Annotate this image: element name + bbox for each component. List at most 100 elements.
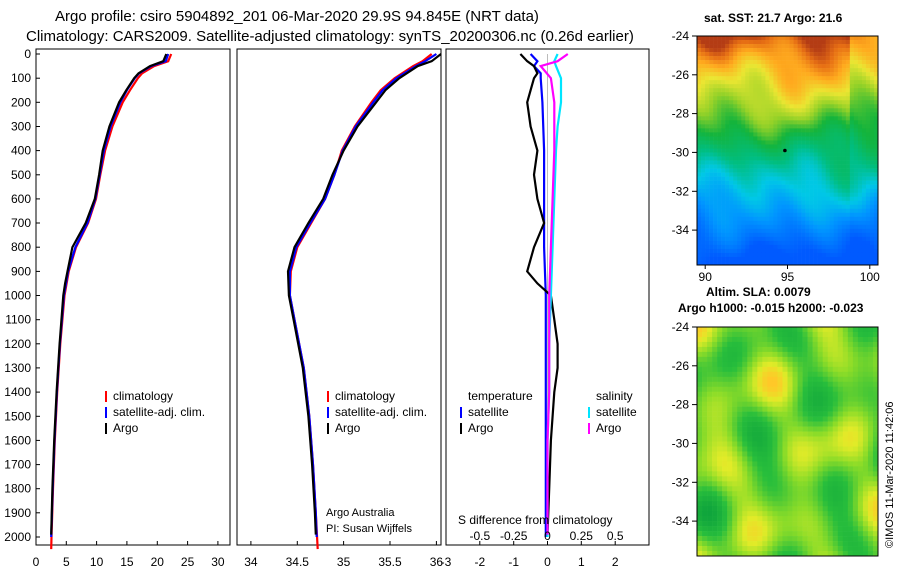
map-cell [733, 244, 738, 250]
map-cell [745, 168, 750, 173]
map-cell [709, 112, 714, 117]
map-cell [741, 196, 746, 202]
map-cell [812, 381, 818, 388]
map-cell [865, 188, 871, 193]
map-cell [737, 52, 742, 57]
map-cell [787, 371, 793, 378]
map-cell [717, 68, 722, 73]
map-cell [725, 144, 730, 149]
map-cell [822, 536, 829, 542]
map-cell [841, 116, 847, 121]
map-cell [862, 486, 869, 492]
map-cell [853, 64, 859, 69]
map-cell [873, 172, 879, 177]
map-cell [841, 36, 847, 41]
map-cell [749, 248, 754, 254]
map-cell [729, 156, 734, 161]
map-cell [861, 128, 867, 133]
map-cell [797, 148, 802, 153]
map-cell [787, 531, 793, 537]
map-cell [797, 44, 802, 49]
map-cell [702, 356, 708, 363]
lat-tick-label: -26 [672, 359, 690, 373]
map-cell [792, 371, 798, 378]
map-cell [769, 220, 774, 226]
map-cell [767, 366, 773, 373]
map-cell [862, 376, 869, 383]
map-cell [705, 108, 710, 113]
map-cell [753, 140, 758, 145]
map-cell [787, 366, 793, 373]
map-cell [857, 76, 863, 81]
map-cell [817, 356, 823, 363]
map-cell [782, 441, 788, 447]
map-cell [745, 100, 750, 105]
map-cell [837, 471, 844, 477]
map-cell [725, 232, 730, 238]
map-cell [772, 551, 778, 557]
map-cell [769, 240, 774, 246]
map-cell [837, 124, 843, 129]
map-cell [705, 136, 710, 141]
map-cell [761, 232, 766, 238]
map-cell [757, 501, 763, 507]
map-cell [867, 406, 874, 412]
map-cell [727, 376, 733, 383]
map-cell [729, 204, 734, 210]
map-cell [817, 196, 822, 202]
map-cell [757, 491, 763, 497]
map-cell [705, 164, 710, 169]
map-cell [805, 52, 810, 57]
map-cell [849, 128, 855, 133]
map-cell [805, 240, 810, 246]
map-cell [789, 196, 794, 202]
map-cell [847, 541, 854, 547]
map-cell [837, 204, 843, 210]
map-cell [707, 411, 713, 417]
map-cell [793, 260, 798, 266]
map-cell [732, 526, 738, 532]
map-cell [813, 64, 818, 69]
map-cell [737, 72, 742, 77]
map-cell [717, 496, 723, 502]
map-cell [797, 212, 802, 218]
map-cell [792, 361, 798, 368]
map-cell [717, 180, 722, 185]
map-cell [732, 441, 738, 447]
map-cell [852, 441, 859, 447]
map-cell [837, 208, 843, 214]
map-cell [837, 172, 843, 177]
map-cell [745, 256, 750, 262]
map-cell [797, 391, 803, 397]
map-cell [853, 224, 859, 230]
map-cell [821, 188, 827, 193]
map-cell [702, 327, 708, 333]
map-cell [777, 456, 783, 462]
map-cell [777, 521, 783, 527]
map-cell [747, 461, 753, 467]
map-cell [765, 104, 770, 109]
map-cell [712, 531, 718, 537]
map-cell [867, 541, 874, 547]
lat-tick-label: -32 [672, 184, 690, 198]
map-cell [869, 72, 875, 77]
map-cell [809, 224, 814, 230]
map-cell [801, 64, 806, 69]
map-cell [745, 80, 750, 85]
map-cell [793, 100, 798, 105]
map-cell [847, 551, 854, 557]
map-cell [781, 176, 786, 181]
map-cell [842, 371, 849, 378]
map-cell [777, 240, 782, 246]
map-cell [725, 76, 730, 81]
map-cell [802, 461, 808, 467]
map-cell [722, 351, 728, 358]
map-cell [727, 546, 733, 552]
map-cell [697, 521, 703, 527]
map-cell [862, 546, 869, 552]
map-cell [701, 84, 706, 89]
map-cell [727, 516, 733, 522]
map-cell [827, 341, 834, 348]
map-cell [832, 421, 839, 427]
map-cell [772, 331, 778, 338]
